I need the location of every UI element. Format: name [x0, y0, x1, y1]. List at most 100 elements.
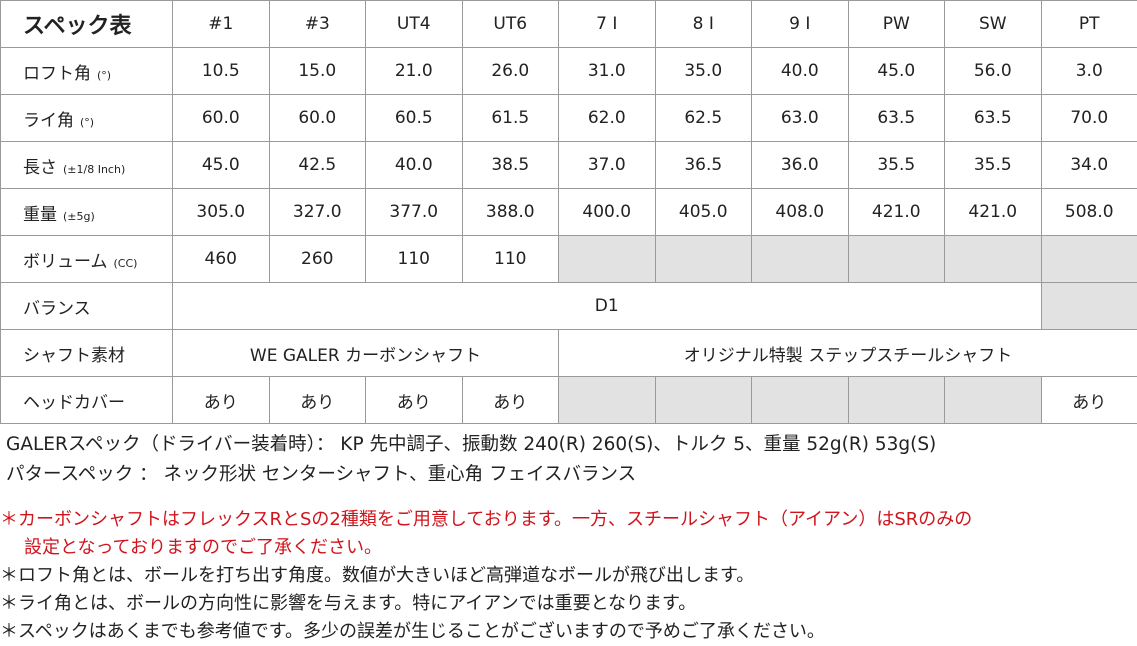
- cell: 40.0: [752, 48, 849, 95]
- row-label: バランス: [1, 283, 173, 330]
- cell: 10.5: [173, 48, 270, 95]
- cell: あり: [173, 377, 270, 424]
- footnote: ＊ロフト角とは、ボールを打ち出す角度。数値が大きいほど高弾道なボールが飛び出しま…: [0, 562, 972, 590]
- cell: 70.0: [1041, 95, 1137, 142]
- table-title: スペック表: [1, 1, 173, 48]
- cell: 327.0: [269, 189, 366, 236]
- cell: 61.5: [462, 95, 559, 142]
- cell: 63.5: [945, 95, 1042, 142]
- cell: 37.0: [559, 142, 656, 189]
- asterisk-icon: ＊: [0, 509, 18, 530]
- col-header: SW: [945, 1, 1042, 48]
- cell: 62.0: [559, 95, 656, 142]
- row-unit: (°): [80, 116, 94, 129]
- row-unit: (°): [97, 69, 111, 82]
- putter-spec: パタースペック ： ネック形状 センターシャフト、重心角 フェイスバランス: [6, 460, 936, 490]
- cell: 62.5: [655, 95, 752, 142]
- empty-cell: [559, 236, 656, 283]
- cell: 421.0: [945, 189, 1042, 236]
- cell: 34.0: [1041, 142, 1137, 189]
- empty-cell: [1041, 236, 1137, 283]
- footnote-text: ライ角とは、ボールの方向性に影響を与えます。特にアイアンでは重要となります。: [18, 593, 696, 614]
- footnote-text: ロフト角とは、ボールを打ち出す角度。数値が大きいほど高弾道なボールが飛び出します…: [18, 565, 754, 586]
- cell: 42.5: [269, 142, 366, 189]
- empty-cell: [945, 377, 1042, 424]
- footnote: ＊ライ角とは、ボールの方向性に影響を与えます。特にアイアンでは重要となります。: [0, 590, 972, 618]
- cell: 21.0: [366, 48, 463, 95]
- cell: 3.0: [1041, 48, 1137, 95]
- cell: あり: [1041, 377, 1137, 424]
- row-label: ライ角: [23, 111, 74, 131]
- footnote-red-cont: 設定となっておりますのでご了承ください。: [0, 534, 972, 562]
- col-header: 7 I: [559, 1, 656, 48]
- empty-cell: [752, 377, 849, 424]
- row-label: ボリューム: [23, 252, 108, 272]
- cell: 36.0: [752, 142, 849, 189]
- spec-table: スペック表 #1 #3 UT4 UT6 7 I 8 I 9 I PW SW PT…: [0, 0, 1137, 424]
- col-header: 8 I: [655, 1, 752, 48]
- spec-notes: GALERスペック（ドライバー装着時）： KP 先中調子、振動数 240(R) …: [6, 430, 936, 490]
- driver-spec: GALERスペック（ドライバー装着時）： KP 先中調子、振動数 240(R) …: [6, 430, 936, 460]
- footnote-text: カーボンシャフトはフレックスRとSの2種類をご用意しております。一方、スチールシ…: [18, 509, 972, 530]
- empty-cell: [752, 236, 849, 283]
- cell: 35.0: [655, 48, 752, 95]
- header-row: スペック表 #1 #3 UT4 UT6 7 I 8 I 9 I PW SW PT: [1, 1, 1137, 48]
- footnote: ＊スペックはあくまでも参考値です。多少の誤差が生じることがございますので予めご了…: [0, 618, 972, 646]
- row-label: 重量: [23, 205, 57, 225]
- col-header: 9 I: [752, 1, 849, 48]
- row-label: 長さ: [23, 158, 57, 178]
- carbon-shaft: WE GALER カーボンシャフト: [173, 330, 559, 377]
- footnotes: ＊カーボンシャフトはフレックスRとSの2種類をご用意しております。一方、スチール…: [0, 506, 972, 646]
- steel-shaft: オリジナル特製 ステップスチールシャフト: [559, 330, 1137, 377]
- footnote-text: スペックはあくまでも参考値です。多少の誤差が生じることがございますので予めご了承…: [18, 621, 825, 642]
- cell: あり: [269, 377, 366, 424]
- cell: 63.0: [752, 95, 849, 142]
- cell: 421.0: [848, 189, 945, 236]
- row-unit: (±1/8 Inch): [63, 163, 125, 176]
- col-header: PW: [848, 1, 945, 48]
- cell: 508.0: [1041, 189, 1137, 236]
- cell: 260: [269, 236, 366, 283]
- cell: 15.0: [269, 48, 366, 95]
- row-label: ロフト角: [23, 64, 91, 84]
- row-unit: (±5g): [63, 210, 95, 223]
- empty-cell: [655, 236, 752, 283]
- empty-cell: [655, 377, 752, 424]
- balance-row: バランス D1: [1, 283, 1137, 330]
- cell: 56.0: [945, 48, 1042, 95]
- col-header: #1: [173, 1, 270, 48]
- empty-cell: [848, 377, 945, 424]
- cell: 408.0: [752, 189, 849, 236]
- balance-value: D1: [173, 283, 1042, 330]
- col-header: UT4: [366, 1, 463, 48]
- cell: 38.5: [462, 142, 559, 189]
- col-header: #3: [269, 1, 366, 48]
- cell: 60.5: [366, 95, 463, 142]
- cell: 26.0: [462, 48, 559, 95]
- row-unit: (CC): [114, 257, 138, 270]
- cell: 63.5: [848, 95, 945, 142]
- cell: 60.0: [269, 95, 366, 142]
- row-label: シャフト素材: [1, 330, 173, 377]
- cell: 35.5: [945, 142, 1042, 189]
- cell: 110: [462, 236, 559, 283]
- empty-cell: [559, 377, 656, 424]
- empty-cell: [848, 236, 945, 283]
- empty-cell: [945, 236, 1042, 283]
- cell: 460: [173, 236, 270, 283]
- empty-cell: [1041, 283, 1137, 330]
- row-label: ヘッドカバー: [1, 377, 173, 424]
- cell: 31.0: [559, 48, 656, 95]
- asterisk-icon: ＊: [0, 621, 18, 642]
- cell: 405.0: [655, 189, 752, 236]
- cell: 36.5: [655, 142, 752, 189]
- col-header: UT6: [462, 1, 559, 48]
- shaft-row: シャフト素材 WE GALER カーボンシャフト オリジナル特製 ステップスチー…: [1, 330, 1137, 377]
- headcover-row: ヘッドカバー あり あり あり あり あり: [1, 377, 1137, 424]
- volume-row: ボリューム(CC) 460 260 110 110: [1, 236, 1137, 283]
- cell: 35.5: [848, 142, 945, 189]
